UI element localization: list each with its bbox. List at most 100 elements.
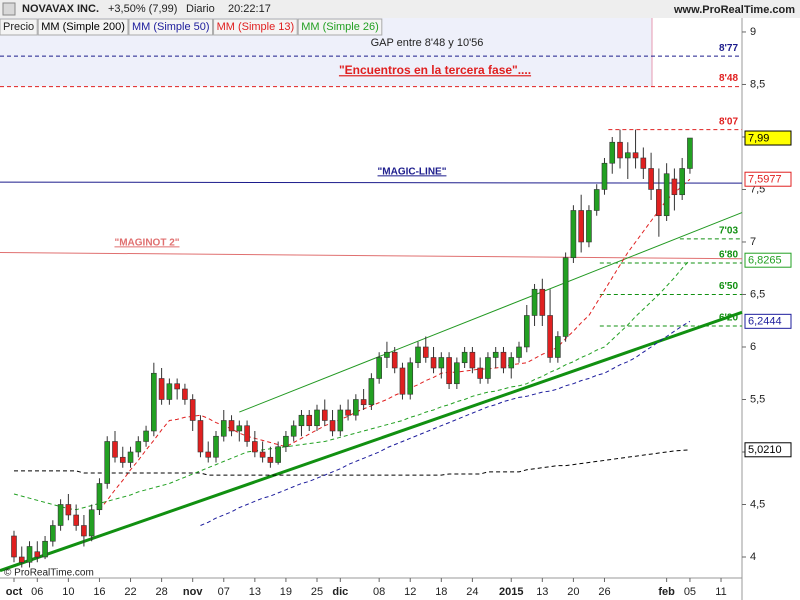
- candle-body: [523, 315, 530, 348]
- candle-body: [469, 351, 476, 369]
- x-tick-label: 20: [567, 586, 579, 598]
- chart-subtitle: +3,50% (7,99): [108, 3, 177, 15]
- trend-line: [0, 251, 743, 260]
- price-box: [744, 442, 792, 458]
- price-box-label: 7,5977: [748, 174, 782, 186]
- x-tick-label: feb: [658, 586, 675, 598]
- candle-body: [578, 210, 584, 243]
- price-box-label: 6,2444: [748, 316, 782, 328]
- period: Diario: [186, 3, 215, 15]
- candle-body: [368, 378, 375, 406]
- candle-body: [593, 189, 600, 211]
- candle-body: [624, 152, 631, 159]
- candle-body: [127, 451, 134, 463]
- y-tick-label: 5,5: [750, 393, 765, 405]
- candle-body: [391, 351, 398, 369]
- x-tick-label: 28: [155, 586, 167, 598]
- candle-body: [508, 357, 515, 369]
- y-tick-label: 6,5: [750, 288, 765, 300]
- trend-line: [0, 310, 743, 573]
- candle-body: [205, 451, 212, 458]
- candle-body: [88, 509, 95, 537]
- candle-body: [166, 383, 173, 400]
- candle-body: [337, 409, 344, 432]
- menu-icon[interactable]: [2, 2, 16, 16]
- price-box-label: 6,8265: [748, 255, 782, 267]
- y-tick-label: 9: [750, 26, 756, 38]
- x-tick-label: 12: [404, 586, 416, 598]
- candle-body: [446, 357, 452, 385]
- candle-body: [174, 383, 180, 390]
- candle-body: [259, 451, 266, 458]
- legend-label: MM (Simple 13): [217, 21, 295, 33]
- candle-body: [679, 168, 685, 196]
- y-tick-label: 6: [750, 341, 756, 353]
- legend-box: [297, 18, 383, 36]
- x-tick-label: 2015: [499, 586, 523, 598]
- legend-box: [0, 18, 38, 36]
- price-box-label: 7,99: [748, 132, 769, 144]
- x-tick-label: 06: [31, 586, 43, 598]
- candle-body: [663, 173, 670, 217]
- candle-body: [547, 315, 553, 358]
- x-tick-label: 13: [249, 586, 261, 598]
- candle-body: [360, 399, 367, 406]
- candle-body: [81, 525, 87, 537]
- level-label: 6'80: [719, 250, 739, 261]
- ma-line: [14, 449, 690, 476]
- candle-body: [671, 178, 678, 196]
- legend-label: MM (Simple 26): [301, 21, 379, 33]
- legend-label: MM (Simple 200): [41, 21, 125, 33]
- candle-body: [96, 483, 103, 511]
- y-tick-label: 8,5: [750, 78, 765, 90]
- candle-body: [376, 357, 382, 379]
- candle-body: [399, 367, 406, 395]
- candle-body: [182, 388, 188, 400]
- candle-body: [492, 351, 499, 358]
- price-box-label: 5,0210: [748, 444, 782, 456]
- x-tick-label: 25: [311, 586, 323, 598]
- candle-body: [617, 141, 623, 159]
- candle-body: [609, 141, 616, 164]
- candle-body: [454, 362, 460, 385]
- candle-body: [329, 420, 336, 432]
- ma-line: [99, 178, 691, 511]
- candle-body: [112, 441, 118, 458]
- candle-body: [461, 351, 468, 364]
- x-tick-label: dic: [332, 586, 348, 598]
- candle-body: [485, 357, 491, 379]
- candle-body: [236, 425, 243, 432]
- candle-body: [353, 399, 359, 416]
- candle-body: [18, 556, 25, 563]
- x-tick-label: nov: [183, 586, 203, 598]
- candle-body: [104, 441, 111, 484]
- x-tick-label: 26: [598, 586, 610, 598]
- candle-body: [570, 210, 577, 259]
- candle-body: [73, 514, 79, 526]
- candle-body: [422, 346, 429, 358]
- candle-body: [640, 157, 647, 169]
- candle-body: [415, 346, 421, 364]
- candle-body: [586, 210, 592, 243]
- source: www.ProRealTime.com: [673, 4, 795, 16]
- ma-line: [200, 320, 691, 526]
- candle-body: [135, 441, 142, 453]
- trend-line: [239, 212, 743, 413]
- candle-body: [438, 357, 445, 369]
- candle-body: [158, 378, 165, 400]
- candle-body: [314, 409, 320, 427]
- candle-body: [65, 504, 72, 516]
- candle-body: [632, 152, 639, 159]
- candle-body: [384, 351, 390, 358]
- x-tick-label: 19: [280, 586, 292, 598]
- candle-body: [500, 351, 507, 369]
- level-label: 8'48: [719, 73, 739, 84]
- candle-body: [345, 409, 351, 416]
- candle-body: [283, 435, 289, 448]
- candle-body: [26, 546, 33, 563]
- price-box: [744, 130, 792, 146]
- candle-body: [34, 551, 41, 558]
- candle-body: [143, 430, 149, 442]
- candle-body: [298, 414, 305, 427]
